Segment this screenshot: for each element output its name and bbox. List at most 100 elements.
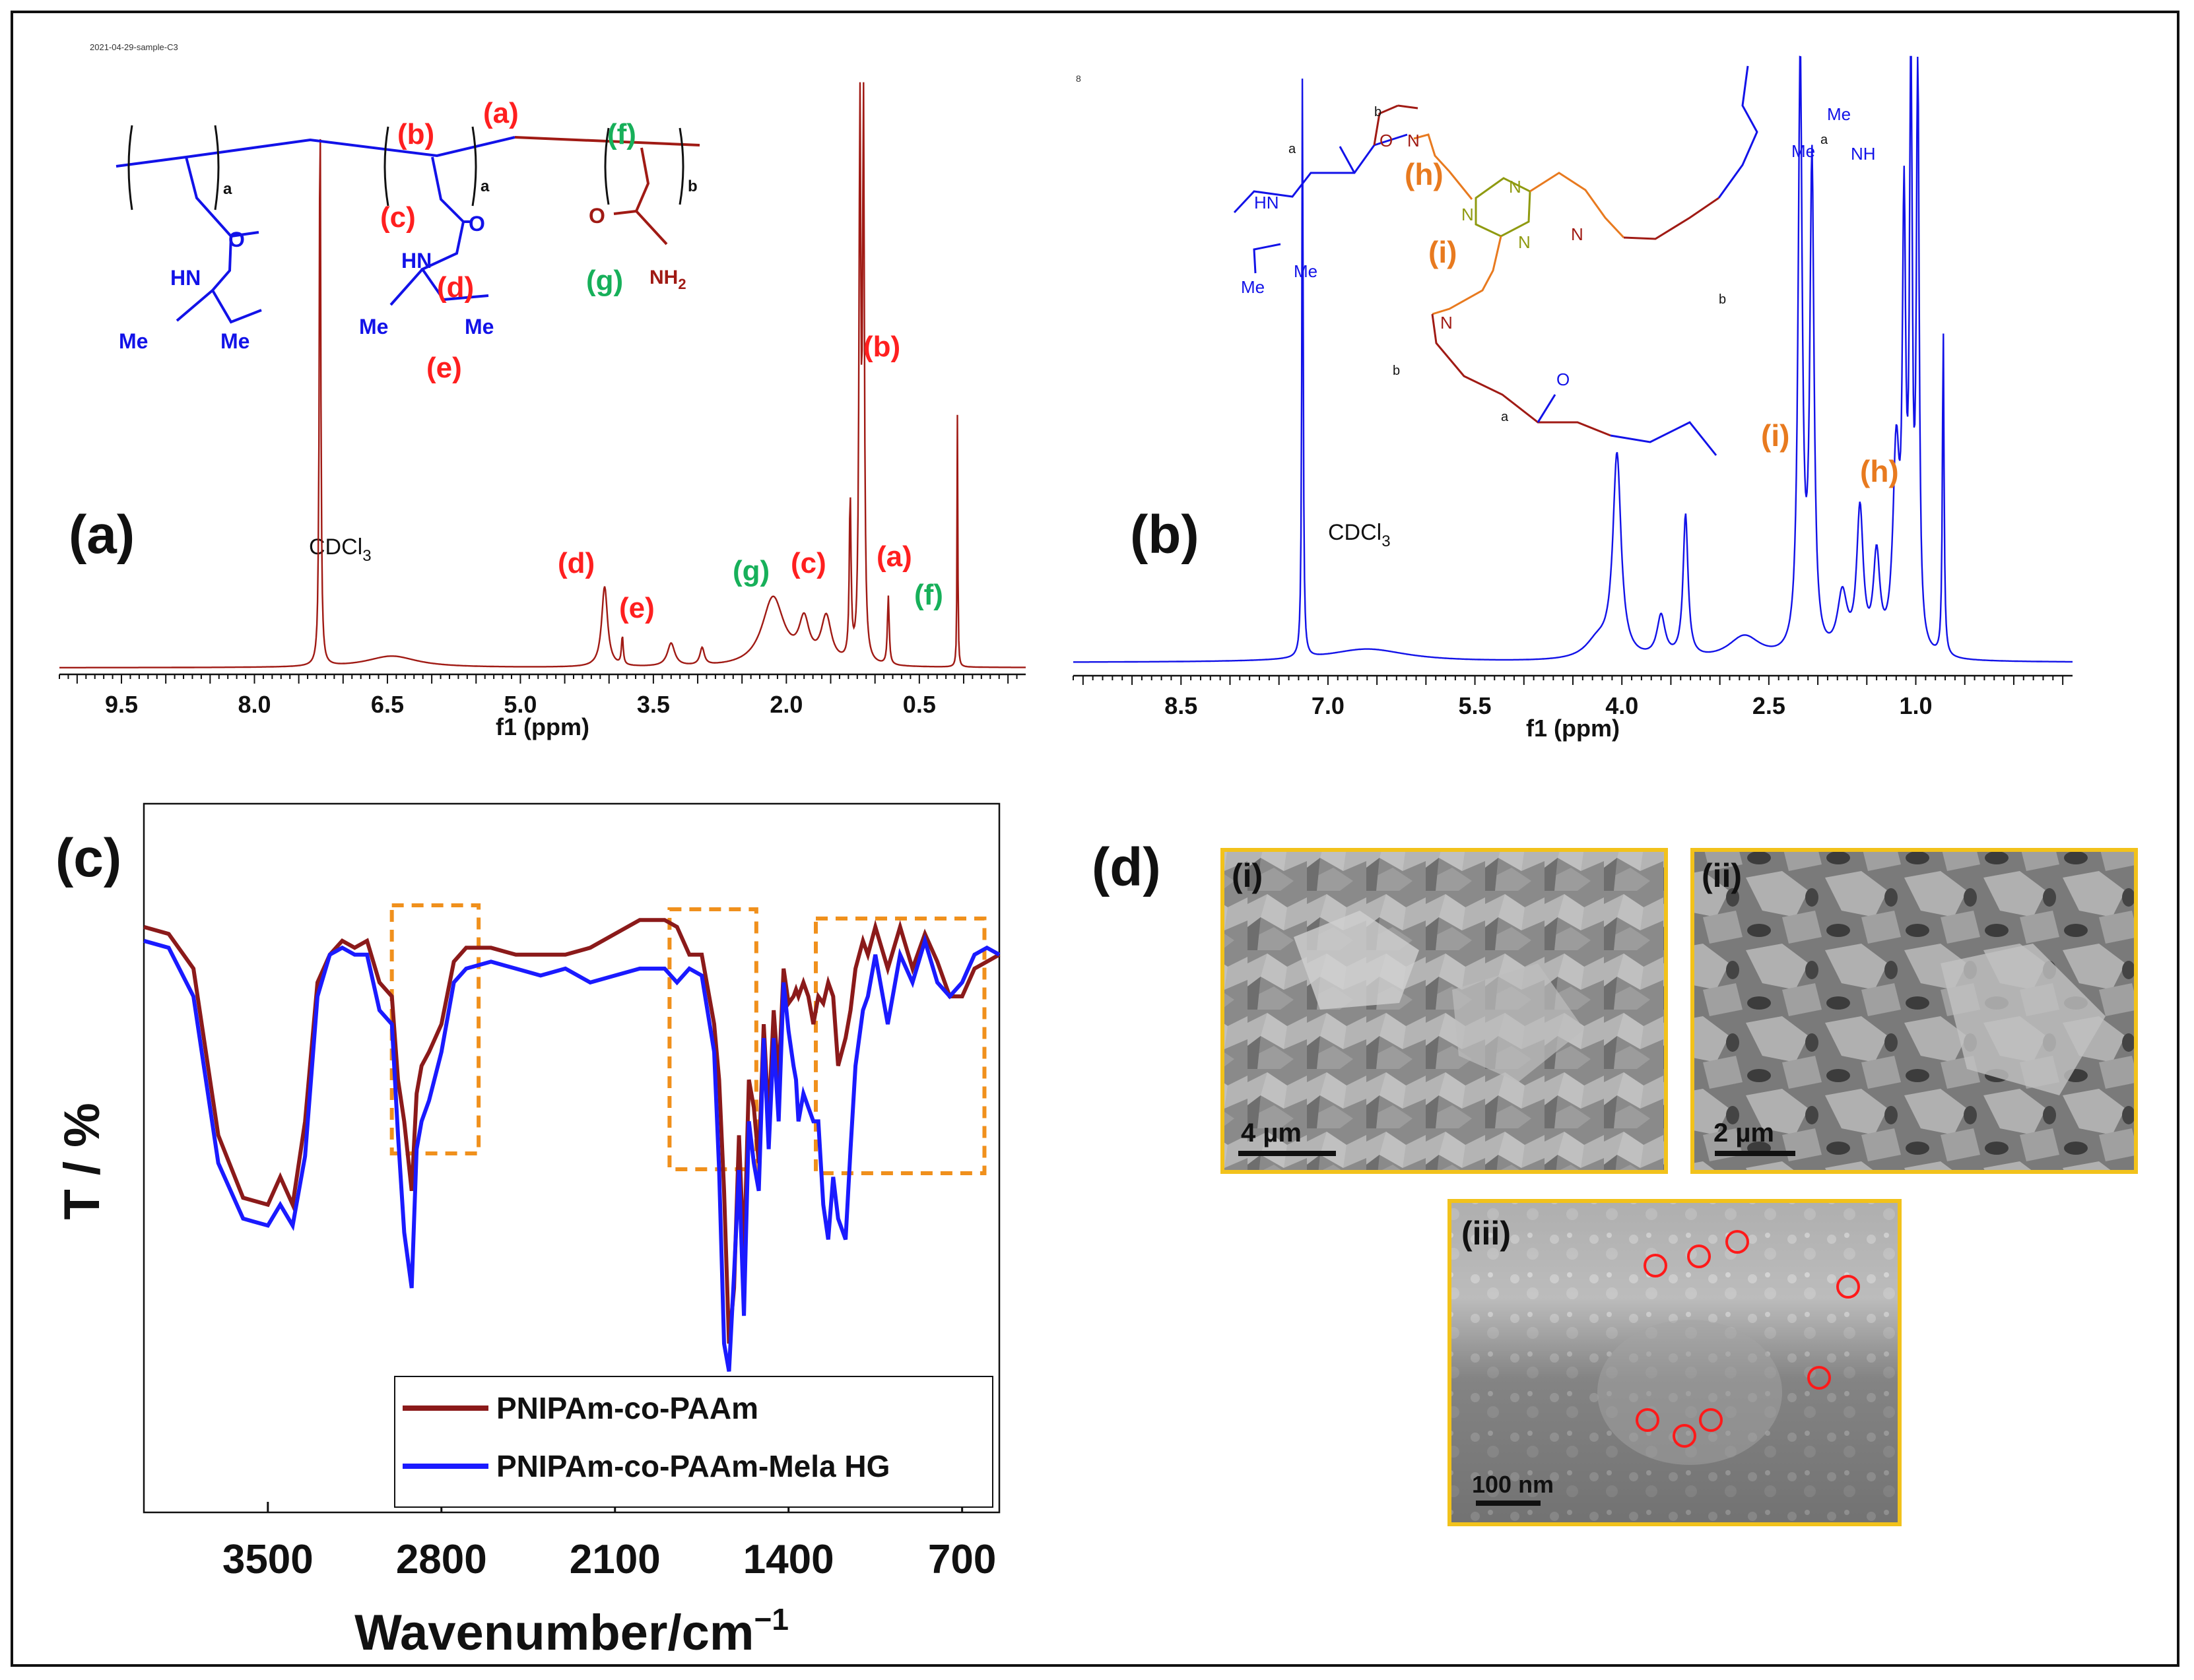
x-tick-label: 2100 [570, 1537, 661, 1582]
chem-b-nh-1: NH [1851, 144, 1876, 164]
sem-image-iii-label: (iii) [1461, 1215, 1511, 1252]
panel-c-legend: PNIPAm-co-PAAm PNIPAm-co-PAAm-Mela HG [394, 1376, 993, 1508]
chem-a-hn-2: HN [401, 249, 432, 273]
particle-marker [1636, 1408, 1659, 1432]
particle-marker [1673, 1424, 1696, 1448]
sem-iii-cluster [1597, 1320, 1782, 1465]
sem-image-ii-scale-text: 2 µm [1713, 1118, 1774, 1147]
peak-label-b: (b) [863, 331, 900, 363]
x-tick-label: 8.0 [238, 691, 271, 718]
chem-b-n-2: N [1461, 205, 1474, 224]
x-tick-label: 1400 [743, 1537, 834, 1582]
chem-b-sub-a-2: a [1820, 133, 1828, 147]
sem-image-iii-scale-text: 100 nm [1472, 1471, 1554, 1498]
sem-i-flake [1294, 911, 1419, 1010]
struct-label-g: (g) [586, 265, 623, 297]
x-tick-label: 2.5 [1752, 692, 1785, 719]
sem-image-i: (i) 4 µm [1220, 848, 1668, 1174]
struct-label-e: (e) [426, 352, 462, 384]
chem-b-n-4: N [1518, 232, 1531, 252]
x-tick-label: 0.5 [903, 691, 936, 718]
panel-c-plot-frame [143, 802, 1001, 1514]
panel-c: (c) T / % 3500 2800 2100 1400 700 Wavenumber… [54, 802, 1001, 1661]
x-tick-label: 9.5 [105, 691, 138, 718]
sem-image-i-label: (i) [1232, 857, 1263, 894]
chem-b-me-3: Me [1241, 277, 1265, 297]
x-tick-label: 4.0 [1605, 692, 1638, 719]
peak-label-d: (d) [558, 547, 595, 579]
sem-i-flake [1452, 963, 1584, 1082]
chem-b-hn-1: HN [1254, 193, 1279, 212]
peak-label-e: (e) [619, 592, 655, 624]
chem-b-o-1: O [1380, 131, 1393, 150]
ir-series-pnipam-co-paam-mela-hg [143, 934, 1001, 1372]
struct-label-d: (d) [437, 271, 474, 304]
x-tick-label: 1.0 [1899, 692, 1932, 719]
x-tick-label: 5.5 [1459, 692, 1492, 719]
sem-image-i-scale-text: 4 µm [1241, 1118, 1302, 1147]
chem-b-n-3: N [1509, 177, 1521, 197]
particle-marker [1807, 1366, 1831, 1390]
panel-d: (d) (i) 4 µm (ii) 2 µm (iii) 100 nm [1092, 837, 2138, 1526]
struct-label-f: (f) [607, 118, 636, 150]
sem-iii-particle-markers [1636, 1230, 1860, 1448]
peak-label-a: (a) [877, 540, 912, 573]
legend-label-2: PNIPAm-co-PAAm-Mela HG [496, 1449, 890, 1483]
peak-label-g: (g) [733, 555, 770, 587]
chem-a-me-4: Me [465, 315, 494, 339]
struct-label-c: (c) [380, 201, 416, 234]
peak-label-c: (c) [791, 547, 826, 579]
peak-label-i: (i) [1761, 418, 1789, 453]
peak-label-f: (f) [914, 579, 943, 611]
particle-marker [1836, 1275, 1860, 1299]
panel-b-structure [1233, 65, 1758, 456]
sem-image-ii-scalebar [1715, 1151, 1795, 1156]
panel-a-x-axis: 9.5 8.0 6.5 5.0 3.5 2.0 0.5 f1 (ppm) [59, 673, 1026, 740]
chem-b-me-4: Me [1294, 261, 1317, 281]
particle-marker [1725, 1230, 1749, 1254]
particle-marker [1687, 1244, 1711, 1268]
panel-a: 2021-04-29-sample-C3 (a) CDCl3 9.5 8.0 6.5… [59, 42, 1026, 740]
x-tick-label: 3.5 [637, 691, 670, 718]
chem-a-sub-a-2: a [481, 178, 490, 195]
x-tick-label: 6.5 [371, 691, 404, 718]
panel-a-structure-text: HN O Me Me HN O Me Me O NH2 a a b (b) (a… [119, 97, 698, 384]
chem-b-me-1: Me [1827, 104, 1851, 124]
x-axis-label: f1 (ppm) [1526, 715, 1620, 742]
chem-b-sub-b-1: b [1374, 105, 1381, 119]
x-tick-label: 8.5 [1164, 692, 1197, 719]
chem-a-sub-b: b [688, 178, 698, 195]
highlight-box [814, 917, 987, 1175]
chem-b-n-1: N [1407, 131, 1420, 150]
x-tick-label: 2.0 [770, 691, 803, 718]
chem-a-nh2: NH2 [649, 267, 686, 292]
chem-b-me-2: Me [1791, 141, 1815, 161]
sem-image-iii: (iii) 100 nm [1447, 1199, 1902, 1526]
x-tick-label: 7.0 [1312, 692, 1345, 719]
struct-label-a: (a) [483, 97, 519, 129]
legend-box [394, 1376, 993, 1508]
x-axis-label: f1 (ppm) [496, 713, 589, 740]
panel-d-tag: (d) [1092, 837, 1161, 897]
panel-c-x-label: Wavenumber/cm−1 [354, 1602, 789, 1661]
chem-b-sub-b-3: b [1393, 364, 1400, 378]
particle-marker [1699, 1408, 1723, 1432]
legend-label-1: PNIPAm-co-PAAm [496, 1391, 758, 1425]
highlight-box [667, 907, 758, 1171]
sem-image-ii-label: (ii) [1702, 857, 1742, 894]
chem-a-hn-1: HN [170, 266, 201, 290]
particle-marker [1644, 1254, 1667, 1277]
panel-a-peak-labels: (d) (e) (g) (c) (a) (f) (b) [558, 331, 943, 624]
peak-label-h: (h) [1860, 454, 1899, 488]
struct-label-h: (h) [1405, 157, 1444, 191]
struct-label-b: (b) [397, 118, 434, 150]
panel-a-spectrum-line [59, 82, 1026, 668]
panel-b-spectrum-line [1073, 55, 2073, 663]
chem-a-me-1: Me [119, 329, 148, 353]
x-tick-label: 2800 [396, 1537, 487, 1582]
chem-b-n-6: N [1440, 313, 1453, 333]
chem-b-sub-a-3: a [1501, 410, 1509, 424]
x-tick-label: 700 [928, 1537, 996, 1582]
chem-b-n-5: N [1571, 224, 1583, 244]
